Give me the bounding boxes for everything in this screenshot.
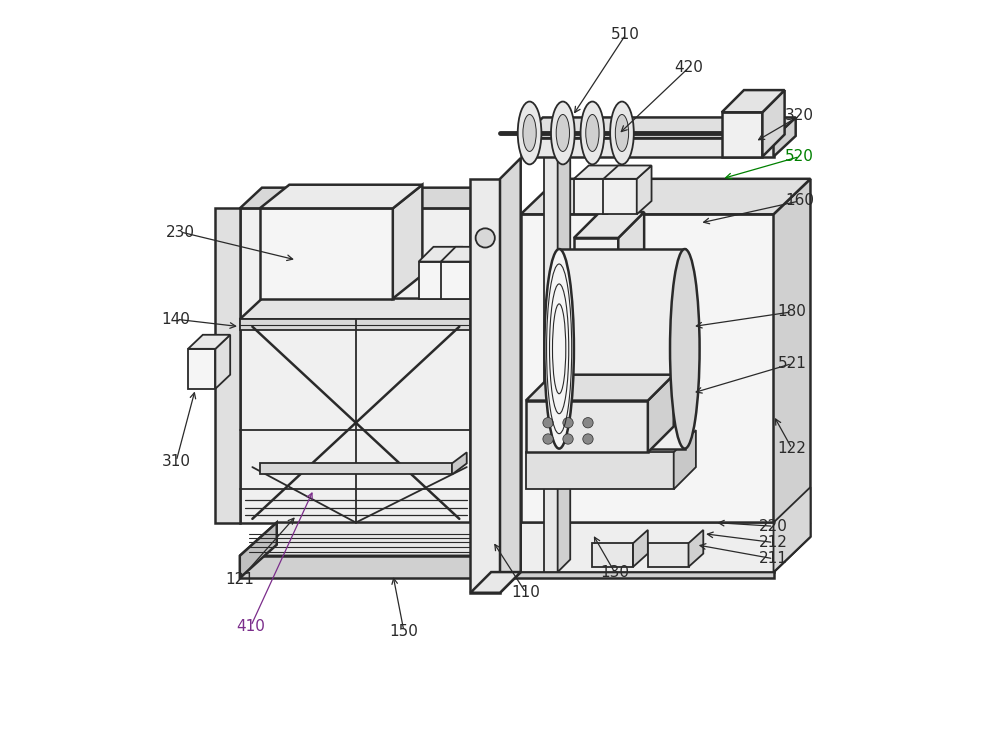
Polygon shape xyxy=(521,214,774,572)
Ellipse shape xyxy=(523,114,536,151)
Circle shape xyxy=(543,418,553,428)
Ellipse shape xyxy=(670,249,700,449)
Polygon shape xyxy=(592,543,633,567)
Text: 150: 150 xyxy=(389,624,418,639)
Text: 220: 220 xyxy=(759,519,788,533)
Polygon shape xyxy=(240,188,493,209)
Polygon shape xyxy=(648,375,674,453)
Polygon shape xyxy=(419,247,463,262)
Polygon shape xyxy=(188,349,215,389)
Polygon shape xyxy=(452,453,467,474)
Polygon shape xyxy=(521,138,774,157)
Ellipse shape xyxy=(518,102,541,165)
Polygon shape xyxy=(722,112,762,157)
Ellipse shape xyxy=(615,114,629,151)
Text: 320: 320 xyxy=(785,108,814,123)
Polygon shape xyxy=(240,209,470,522)
Polygon shape xyxy=(470,572,521,593)
Polygon shape xyxy=(521,117,796,138)
Text: 520: 520 xyxy=(785,149,814,164)
Polygon shape xyxy=(419,262,448,298)
Polygon shape xyxy=(648,543,689,567)
Text: 420: 420 xyxy=(674,60,703,76)
Text: 510: 510 xyxy=(611,27,640,42)
Ellipse shape xyxy=(551,102,575,165)
Circle shape xyxy=(543,434,553,444)
Text: 410: 410 xyxy=(236,619,265,634)
Ellipse shape xyxy=(586,114,599,151)
Text: 180: 180 xyxy=(778,304,806,319)
Text: 212: 212 xyxy=(759,535,788,550)
Polygon shape xyxy=(260,185,422,209)
Polygon shape xyxy=(618,212,644,282)
Polygon shape xyxy=(240,556,774,578)
Polygon shape xyxy=(521,179,810,214)
Circle shape xyxy=(563,418,573,428)
Polygon shape xyxy=(215,335,230,389)
Polygon shape xyxy=(574,212,644,238)
Polygon shape xyxy=(500,158,521,593)
Text: 122: 122 xyxy=(778,441,806,456)
Polygon shape xyxy=(448,247,463,298)
Polygon shape xyxy=(240,298,493,319)
Polygon shape xyxy=(240,522,810,556)
Circle shape xyxy=(583,434,593,444)
Circle shape xyxy=(583,418,593,428)
Text: 310: 310 xyxy=(162,453,191,469)
Text: 140: 140 xyxy=(162,312,191,326)
Polygon shape xyxy=(526,453,674,489)
Text: 521: 521 xyxy=(778,356,806,371)
Text: 121: 121 xyxy=(225,572,254,587)
Polygon shape xyxy=(188,335,230,349)
Polygon shape xyxy=(774,117,796,157)
Circle shape xyxy=(563,434,573,444)
Polygon shape xyxy=(240,522,277,578)
Circle shape xyxy=(476,229,495,248)
Polygon shape xyxy=(526,401,648,453)
Polygon shape xyxy=(762,90,785,157)
Polygon shape xyxy=(774,487,810,572)
Polygon shape xyxy=(574,165,622,179)
Polygon shape xyxy=(240,319,470,330)
Ellipse shape xyxy=(581,102,604,165)
Text: 110: 110 xyxy=(511,585,540,600)
Text: 160: 160 xyxy=(785,194,814,209)
Polygon shape xyxy=(260,209,393,298)
Polygon shape xyxy=(215,209,240,522)
Polygon shape xyxy=(260,464,452,474)
Polygon shape xyxy=(774,179,810,572)
Polygon shape xyxy=(689,530,703,567)
Polygon shape xyxy=(521,536,810,572)
Polygon shape xyxy=(441,262,470,298)
Ellipse shape xyxy=(610,102,634,165)
Polygon shape xyxy=(633,530,648,567)
Text: 130: 130 xyxy=(600,565,629,580)
Ellipse shape xyxy=(556,114,569,151)
Polygon shape xyxy=(722,90,785,112)
Polygon shape xyxy=(637,165,652,214)
Text: 230: 230 xyxy=(166,225,195,240)
Polygon shape xyxy=(574,238,618,282)
Polygon shape xyxy=(674,430,696,489)
Polygon shape xyxy=(470,247,485,298)
Polygon shape xyxy=(544,157,558,572)
Polygon shape xyxy=(526,375,674,401)
Polygon shape xyxy=(603,179,637,214)
Polygon shape xyxy=(607,165,622,214)
Polygon shape xyxy=(558,144,570,572)
Polygon shape xyxy=(393,185,422,298)
Polygon shape xyxy=(470,179,500,593)
Polygon shape xyxy=(559,249,685,449)
Polygon shape xyxy=(441,247,485,262)
Polygon shape xyxy=(574,179,607,214)
Ellipse shape xyxy=(544,249,574,449)
Polygon shape xyxy=(603,165,652,179)
Text: 211: 211 xyxy=(759,551,788,566)
Polygon shape xyxy=(521,522,774,572)
